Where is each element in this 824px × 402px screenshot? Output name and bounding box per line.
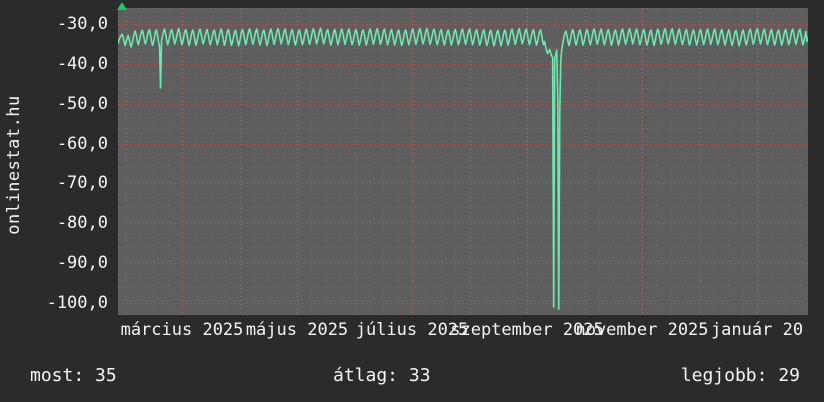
watermark: onlinestat.hu — [0, 0, 28, 330]
x-axis: március 2025 május 2025 július 2025 szeptem… — [0, 316, 824, 346]
stat-now: most: 35 — [30, 365, 117, 386]
triangle-up-icon — [117, 2, 127, 10]
stat-best: legjobb: 29 — [680, 365, 800, 386]
y-axis-tick-label: -30,0 — [56, 13, 108, 34]
y-axis-tick-label: -100,0 — [46, 293, 108, 314]
x-axis-tick-label: november 2025 — [575, 320, 709, 340]
y-axis-tick-label: -40,0 — [56, 53, 108, 74]
y-axis-tick-label: -90,0 — [56, 253, 108, 274]
watermark-label: onlinestat.hu — [4, 95, 24, 235]
y-axis-tick-label: -50,0 — [56, 93, 108, 114]
chart-series-svg — [118, 27, 808, 310]
x-axis-tick-label: január 20 — [710, 320, 804, 340]
y-axis-tick-label: -80,0 — [56, 213, 108, 234]
x-axis-tick-label: március 2025 — [120, 320, 244, 340]
y-axis-tick-label: -70,0 — [56, 173, 108, 194]
y-axis: -30,0 -40,0 -50,0 -60,0 -70,0 -80,0 -90,0 -100,… — [28, 0, 114, 330]
stat-average: átlag: 33 — [333, 365, 431, 386]
y-axis-tick-label: -60,0 — [56, 133, 108, 154]
x-axis-tick-label: július 2025 — [355, 320, 469, 340]
stats-footer: most: 35 átlag: 33 legjobb: 29 — [0, 355, 824, 402]
x-axis-tick-label: szeptember 2025 — [450, 320, 604, 340]
chart-plot-area — [118, 8, 808, 315]
series-line-ping — [118, 27, 808, 310]
x-axis-tick-label: május 2025 — [245, 320, 349, 340]
